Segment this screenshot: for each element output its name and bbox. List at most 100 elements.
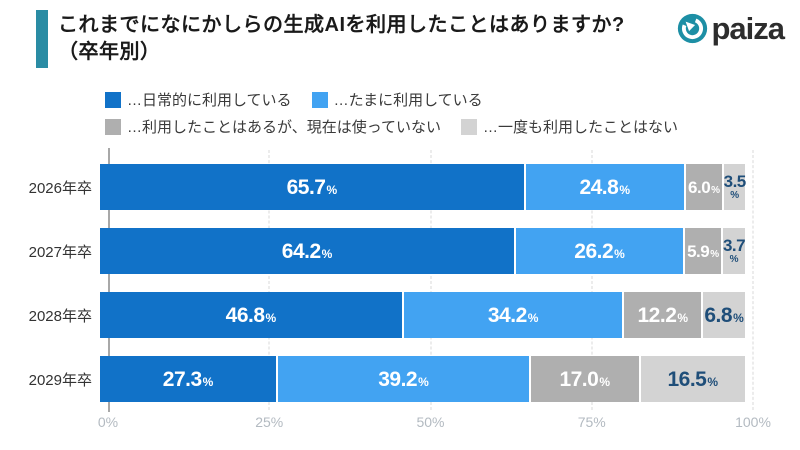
segment-number: 46.8 [225, 303, 265, 327]
bar-segment: 6.0% [683, 164, 723, 210]
percent-sign: % [326, 182, 338, 197]
bar-segment: 34.2% [401, 292, 623, 338]
bar-row: 2027年卒 64.2% 26.2% 5.9% 3.7% [0, 228, 753, 274]
percent-sign: % [710, 248, 720, 260]
category-label: 2029年卒 [28, 371, 92, 389]
segment-value: 3.5% [723, 172, 747, 201]
bar-segment: 46.8% [100, 292, 402, 338]
percent-sign: % [418, 374, 429, 389]
legend-item: …たまに利用している [311, 89, 483, 110]
percent-sign: % [711, 184, 721, 196]
gridline [752, 150, 754, 410]
bar-segment: 27.3% [100, 356, 277, 402]
page-title: これまでになにかしらの生成AIを利用したことはありますか? [58, 14, 625, 36]
bar-track: 46.8% 34.2% 12.2% 6.8% [100, 292, 745, 338]
legend-label: …利用したことはあるが、現在は使っていない [127, 119, 441, 136]
segment-number: 24.8 [579, 175, 619, 199]
bar-segment: 6.8% [701, 292, 745, 338]
segment-value: 6.8% [704, 305, 743, 326]
percent-sign: % [321, 246, 333, 261]
percent-sign: % [707, 374, 719, 389]
bar-segment: 12.2% [622, 292, 702, 338]
segment-number: 39.2 [378, 367, 418, 391]
x-tick-label: 50% [416, 414, 445, 430]
legend-swatch-icon [311, 91, 328, 108]
legend-swatch-icon [105, 118, 121, 135]
segment-number: 26.2 [574, 239, 614, 263]
bar-segment: 26.2% [514, 228, 684, 274]
segment-number: 34.2 [487, 303, 527, 327]
paiza-logo-text: paiza [711, 11, 785, 46]
bar-segment: 39.2% [276, 356, 529, 402]
percent-sign: % [527, 310, 539, 325]
legend-row: …利用したことはあるが、現在は使っていない …一度も利用したことはない [105, 116, 678, 137]
bar-row: 2029年卒 27.3% 39.2% 17.0% 16.5% [0, 356, 753, 402]
segment-value: 5.9% [687, 243, 719, 260]
legend-row: …日常的に利用している …たまに利用している [105, 89, 678, 110]
percent-sign: % [729, 254, 739, 265]
segment-value: 24.8% [579, 177, 630, 198]
title-accent-bar [36, 10, 48, 68]
bar-segment: 3.5% [722, 164, 747, 210]
segment-number: 65.7 [286, 175, 326, 199]
legend-swatch-icon [460, 118, 477, 135]
bar-segment: 64.2% [100, 228, 515, 274]
segment-value: 64.2% [282, 241, 333, 262]
page-subtitle: （卒年別） [58, 41, 161, 63]
bar-row: 2026年卒 65.7% 24.8% 6.0% 3.5% [0, 164, 753, 210]
segment-value: 3.7% [722, 236, 746, 265]
segment-number: 17.0 [559, 367, 599, 391]
percent-sign: % [677, 310, 689, 325]
segment-value: 65.7% [287, 177, 338, 198]
segment-number: 6.8 [704, 303, 733, 327]
x-axis: 0% 25% 50% 75% 100% [98, 414, 771, 434]
segment-number: 16.5 [667, 367, 707, 391]
segment-value: 39.2% [378, 369, 429, 390]
segment-number: 12.2 [637, 303, 677, 327]
category-label: 2026年卒 [28, 179, 92, 197]
stacked-bar-chart: 2026年卒 65.7% 24.8% 6.0% 3.5% 2027年卒 64.2% 26.2%… [0, 148, 754, 412]
segment-value: 16.5% [667, 369, 718, 390]
percent-sign: % [733, 310, 744, 325]
segment-number: 64.2 [281, 239, 321, 263]
segment-value: 46.8% [226, 305, 277, 326]
segment-number: 5.9 [687, 241, 710, 261]
segment-value: 12.2% [638, 305, 689, 326]
bar-track: 27.3% 39.2% 17.0% 16.5% [100, 356, 745, 402]
legend-swatch-icon [105, 91, 121, 108]
y-axis-line [108, 148, 110, 412]
legend-item: …利用したことはあるが、現在は使っていない [105, 116, 441, 137]
segment-number: 6.0 [688, 177, 711, 197]
percent-sign: % [619, 182, 630, 197]
segment-value: 26.2% [574, 241, 625, 262]
percent-sign: % [730, 190, 740, 201]
legend-item: …日常的に利用している [105, 89, 292, 110]
gridline [591, 150, 593, 410]
category-label: 2027年卒 [28, 243, 92, 261]
x-tick-label: 0% [97, 414, 119, 430]
segment-value: 27.3% [163, 369, 214, 390]
percent-sign: % [599, 374, 610, 389]
bar-segment: 65.7% [100, 164, 524, 210]
x-tick-label: 100% [735, 414, 771, 430]
x-tick-label: 75% [577, 414, 606, 430]
page-title-block: これまでになにかしらの生成AIを利用したことはありますか? （卒年別） [58, 12, 625, 66]
percent-sign: % [614, 246, 625, 261]
legend-item: …一度も利用したことはない [460, 116, 678, 137]
bar-segment: 17.0% [528, 356, 639, 402]
bar-row: 2028年卒 46.8% 34.2% 12.2% 6.8% [0, 292, 753, 338]
bar-track: 65.7% 24.8% 6.0% 3.5% [100, 164, 747, 210]
category-label: 2028年卒 [28, 307, 92, 325]
segment-number: 3.5 [723, 172, 747, 191]
segment-value: 34.2% [488, 305, 539, 326]
bar-segment: 5.9% [683, 228, 722, 274]
bar-segment: 3.7% [721, 228, 746, 274]
gridline [268, 150, 270, 410]
paiza-logo: paiza [677, 11, 785, 46]
bar-segment: 24.8% [523, 164, 684, 210]
segment-number: 3.7 [722, 236, 746, 255]
bar-rows: 2026年卒 65.7% 24.8% 6.0% 3.5% 2027年卒 64.2% 26.2%… [0, 164, 753, 420]
legend-label: …一度も利用したことはない [482, 119, 678, 136]
legend-label: …日常的に利用している [127, 92, 292, 109]
bar-track: 64.2% 26.2% 5.9% 3.7% [100, 228, 746, 274]
